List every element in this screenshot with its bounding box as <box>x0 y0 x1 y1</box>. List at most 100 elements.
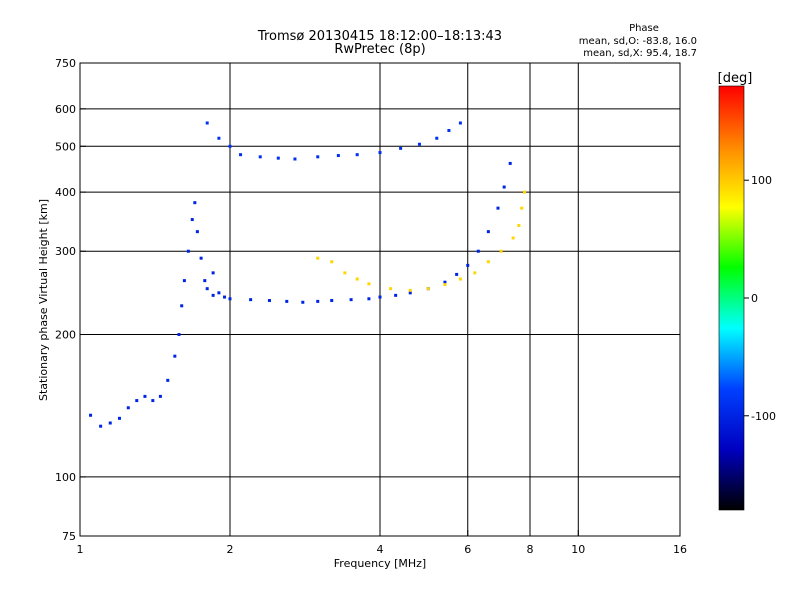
data-point <box>426 287 430 291</box>
data-point <box>520 206 524 210</box>
data-point <box>378 295 382 299</box>
data-point <box>316 256 320 260</box>
x-tick-label: 8 <box>527 543 534 556</box>
data-point <box>517 224 521 228</box>
data-point <box>316 155 320 159</box>
data-point <box>258 155 262 159</box>
data-point <box>389 287 393 291</box>
data-point <box>166 378 170 382</box>
data-point <box>508 161 512 165</box>
data-point <box>182 279 186 283</box>
axis-ticks: 1 2 4 6 8 10 16 75 100 200 300 400 500 600 750 <box>55 57 687 556</box>
data-point <box>126 406 130 410</box>
data-point <box>211 293 215 297</box>
data-point <box>190 218 194 222</box>
data-point <box>217 136 221 140</box>
data-point <box>217 291 221 295</box>
data-point <box>349 298 353 302</box>
data-point <box>458 121 462 125</box>
colorbar-tick-label: 0 <box>751 292 758 305</box>
data-point <box>195 230 199 234</box>
data-point <box>180 304 184 308</box>
data-point <box>267 299 271 303</box>
data-point <box>135 399 139 403</box>
y-tick-label: 500 <box>55 140 76 153</box>
data-point <box>99 424 103 428</box>
data-point <box>499 249 503 253</box>
data-point <box>173 354 177 358</box>
data-point <box>408 288 412 292</box>
data-point <box>443 280 447 284</box>
x-axis-label: Frequency [MHz] <box>334 557 426 570</box>
data-point <box>228 297 232 301</box>
y-axis-label: Stationary phase Virtual Height [km] <box>37 199 50 401</box>
colorbar <box>718 85 745 511</box>
grid-lines <box>80 63 680 536</box>
data-point <box>435 136 439 140</box>
chart-title: Tromsø 20130415 18:12:00–18:13:43 <box>257 29 502 44</box>
data-point <box>108 421 112 425</box>
data-point <box>301 300 305 304</box>
data-points <box>89 121 527 428</box>
data-point <box>330 299 334 303</box>
y-tick-label: 750 <box>55 57 76 70</box>
data-point <box>399 146 403 150</box>
x-tick-label: 1 <box>77 543 84 556</box>
data-point <box>367 282 371 286</box>
data-point <box>117 416 121 420</box>
data-point <box>205 287 209 291</box>
data-point <box>228 144 232 148</box>
x-tick-label: 16 <box>673 543 687 556</box>
data-point <box>330 260 334 264</box>
colorbar-tick-label: -100 <box>751 410 776 423</box>
data-point <box>343 271 347 275</box>
x-tick-label: 10 <box>571 543 585 556</box>
data-point <box>447 128 451 132</box>
data-point <box>511 236 515 240</box>
data-point <box>211 271 215 275</box>
y-tick-label: 75 <box>62 530 76 543</box>
data-point <box>199 256 203 260</box>
data-point <box>285 299 289 303</box>
data-point <box>158 394 162 398</box>
data-point <box>523 190 527 194</box>
data-point <box>455 272 459 276</box>
x-tick-label: 4 <box>377 543 384 556</box>
data-point <box>316 299 320 303</box>
data-point <box>336 154 340 158</box>
data-point <box>458 277 462 281</box>
y-tick-label: 300 <box>55 245 76 258</box>
data-point <box>466 263 470 267</box>
data-point <box>355 277 359 281</box>
data-point <box>486 230 490 234</box>
data-point <box>367 297 371 301</box>
data-point <box>476 249 480 253</box>
data-point <box>151 399 155 403</box>
colorbar-tick-label: 100 <box>751 174 772 187</box>
data-point <box>378 151 382 155</box>
data-point <box>193 201 197 205</box>
data-point <box>89 413 93 417</box>
y-tick-label: 100 <box>55 471 76 484</box>
data-point <box>249 298 253 302</box>
data-point <box>293 157 297 161</box>
data-point <box>473 271 477 275</box>
colorbar-ticks: 100 0 -100 <box>744 174 776 423</box>
data-point <box>177 333 181 337</box>
data-point <box>186 249 190 253</box>
data-point <box>205 121 209 125</box>
stats-line-o: mean, sd,O: -83.8, 16.0 <box>579 36 697 47</box>
y-tick-label: 600 <box>55 103 76 116</box>
data-point <box>223 295 227 299</box>
data-point <box>417 142 421 146</box>
data-point <box>143 394 147 398</box>
x-tick-label: 2 <box>227 543 234 556</box>
data-point <box>276 156 280 160</box>
chart-subtitle: RwPretec (8p) <box>334 42 425 57</box>
data-point <box>496 206 500 210</box>
data-point <box>502 185 506 189</box>
data-point <box>203 279 207 283</box>
stats-line-x: mean, sd,X: 95.4, 18.7 <box>583 48 697 59</box>
x-tick-label: 6 <box>464 543 471 556</box>
